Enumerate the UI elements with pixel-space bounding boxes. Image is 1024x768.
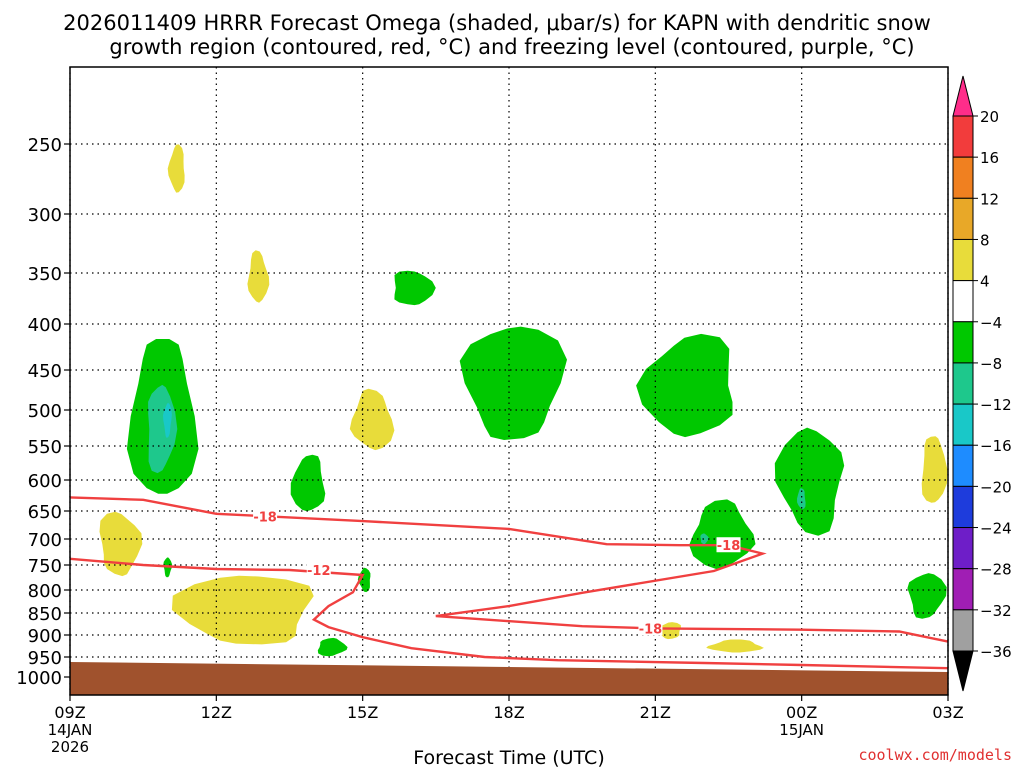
y-tick-label: 950 [28,648,62,669]
colorbar-label: −36 [980,643,1012,661]
contour-line [69,496,949,643]
shaded-region [797,488,806,510]
colorbar-label: −32 [980,602,1012,620]
colorbar-label: −16 [980,437,1012,455]
contour-label-bg [716,537,741,553]
colorbar-box [952,527,974,570]
x-tick-sublabel: 14JAN [48,721,93,739]
x-tick-label: 18Z [493,703,524,722]
y-tick-label: 850 [28,604,62,625]
colorbar-box [952,238,974,282]
colorbar-label: −20 [980,478,1012,496]
colorbar-box [952,156,974,199]
shaded-region [99,511,143,577]
colorbar-box [952,403,974,446]
colorbar-label: −4 [980,314,1002,332]
colorbar-box [952,115,974,158]
shaded-region [636,333,733,438]
chart-title-line1: 2026011409 HRRR Forecast Omega (shaded, … [63,11,931,35]
y-tick-label: 500 [28,401,62,422]
y-axis: 2503003504004505005506006507007508008509… [16,135,70,689]
shaded-region [907,573,947,619]
contour-line [69,557,949,670]
colorbar-box [952,280,974,323]
ground-fill [70,662,948,695]
colorbar-box [952,362,974,405]
shaded-region [247,250,270,303]
source-credit: coolwx.com/models [858,746,1012,764]
y-tick-label: 300 [28,205,62,226]
shaded-region [290,454,326,512]
shaded-region [921,436,948,503]
colorbar-box [952,485,974,529]
shaded-region [774,427,845,536]
shaded-region [394,270,436,306]
shaded-region [163,402,172,438]
shaded-region [706,639,764,653]
colorbar-box [952,197,974,240]
shaded-region [700,533,709,545]
x-tick-label: 21Z [640,703,671,722]
x-axis-label: Forecast Time (UTC) [413,747,604,768]
y-tick-label: 550 [28,437,62,458]
colorbar-label: 4 [980,273,990,291]
shaded-region [171,575,314,645]
colorbar-box [952,321,974,364]
colorbar-label: −28 [980,561,1012,579]
temperature-contours: -18 -18 -18 -12 [69,496,949,670]
x-tick-sublabel: 15JAN [779,721,824,739]
x-tick-label: 09Z [54,703,85,722]
y-tick-label: 900 [28,626,62,647]
chart-title-line2: growth region (contoured, red, °C) and f… [109,35,914,59]
x-tick-label: 00Z [786,703,817,722]
colorbar-box [952,609,974,652]
colorbar-bottom-arrow [952,650,974,692]
y-tick-label: 800 [28,581,62,602]
colorbar-top-arrow [952,75,974,117]
contour-label: -18 [639,622,663,637]
contour-label-bg [253,508,278,524]
contour-label-bg [306,562,331,577]
shaded-region [317,637,348,657]
y-tick-label: 450 [28,361,62,382]
y-tick-label: 350 [28,264,62,285]
y-tick-label: 600 [28,471,62,492]
x-tick-label: 12Z [201,703,232,722]
contour-label: -12 [307,564,331,579]
y-tick-label: 400 [28,315,62,336]
colorbar-box [952,568,974,611]
contour-label-bg [638,620,663,636]
shaded-region [167,144,185,193]
y-tick-label: 650 [28,502,62,523]
x-tick-sublabel: 2026 [51,738,89,756]
colorbar-label: 16 [980,149,999,167]
colorbar-label: 12 [980,190,999,208]
shaded-region [459,326,567,440]
y-tick-label: 1000 [16,668,62,689]
ground-area [70,662,948,695]
colorbar-label: 8 [980,231,990,249]
colorbar-label: 20 [980,108,999,126]
contour-label: -18 [717,539,741,554]
x-tick-label: 15Z [347,703,378,722]
colorbar-box [952,444,974,487]
colorbar-label: −8 [980,355,1002,373]
shaded-region [349,388,395,451]
y-tick-label: 250 [28,135,62,156]
x-tick-label: 03Z [932,703,963,722]
contour-label: -18 [253,511,277,526]
colorbar-label: −12 [980,396,1012,414]
omega-shading [99,144,948,657]
y-tick-label: 750 [28,556,62,577]
colorbar-label: −24 [980,520,1012,538]
colorbar: 20 16 12 8 4 −4 −8 −12 −16 −20 −24 −28 −32 −36 [952,75,1012,692]
y-tick-label: 700 [28,530,62,551]
